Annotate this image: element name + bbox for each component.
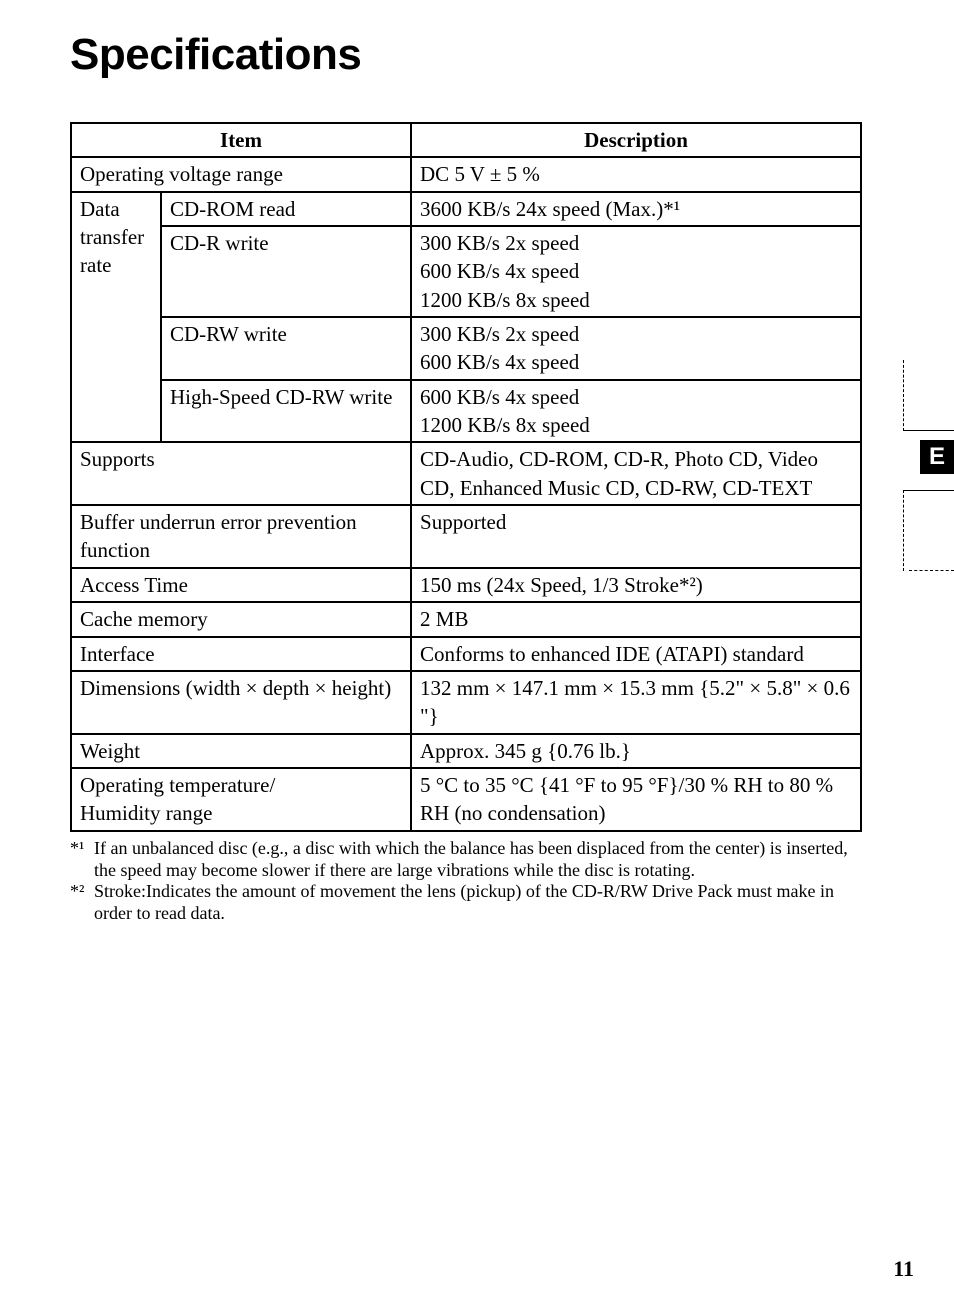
header-description: Description bbox=[411, 123, 861, 157]
table-row: Weight Approx. 345 g {0.76 lb.} bbox=[71, 734, 861, 768]
cell-item: Access Time bbox=[71, 568, 411, 602]
cell-desc: Approx. 345 g {0.76 lb.} bbox=[411, 734, 861, 768]
table-row: CD-RW write 300 KB/s 2x speed600 KB/s 4x… bbox=[71, 317, 861, 380]
cell-item: CD-RW write bbox=[161, 317, 411, 380]
table-row: Operating voltage range DC 5 V ± 5 % bbox=[71, 157, 861, 191]
cell-item: Buffer underrun error prevention functio… bbox=[71, 505, 411, 568]
page: Specifications Item Description Operatin… bbox=[0, 0, 954, 1302]
side-tab-bracket-top bbox=[903, 360, 954, 431]
cell-desc: 300 KB/s 2x speed600 KB/s 4x speed1200 K… bbox=[411, 226, 861, 317]
cell-desc: 600 KB/s 4x speed1200 KB/s 8x speed bbox=[411, 380, 861, 443]
table-row: Access Time 150 ms (24x Speed, 1/3 Strok… bbox=[71, 568, 861, 602]
table-header-row: Item Description bbox=[71, 123, 861, 157]
footnote-marker: *¹ bbox=[70, 838, 94, 882]
table-row: Data transfer rate CD-ROM read 3600 KB/s… bbox=[71, 192, 861, 226]
specifications-table: Item Description Operating voltage range… bbox=[70, 122, 862, 832]
table-row: Supports CD-Audio, CD-ROM, CD-R, Photo C… bbox=[71, 442, 861, 505]
cell-item: CD-R write bbox=[161, 226, 411, 317]
cell-item: High-Speed CD-RW write bbox=[161, 380, 411, 443]
footnote-1: *¹ If an unbalanced disc (e.g., a disc w… bbox=[70, 838, 860, 882]
header-item: Item bbox=[71, 123, 411, 157]
footnotes: *¹ If an unbalanced disc (e.g., a disc w… bbox=[70, 838, 860, 926]
table-row: Interface Conforms to enhanced IDE (ATAP… bbox=[71, 637, 861, 671]
table-row: High-Speed CD-RW write 600 KB/s 4x speed… bbox=[71, 380, 861, 443]
cell-desc: 150 ms (24x Speed, 1/3 Stroke*²) bbox=[411, 568, 861, 602]
side-tab-bracket-bottom bbox=[903, 490, 954, 571]
cell-desc: CD-Audio, CD-ROM, CD-R, Photo CD, Video … bbox=[411, 442, 861, 505]
cell-item: Dimensions (width × depth × height) bbox=[71, 671, 411, 734]
page-number: 11 bbox=[893, 1256, 914, 1282]
footnote-2: *² Stroke:Indicates the amount of moveme… bbox=[70, 881, 860, 925]
footnote-marker: *² bbox=[70, 881, 94, 925]
cell-desc: DC 5 V ± 5 % bbox=[411, 157, 861, 191]
footnote-text: Stroke:Indicates the amount of movement … bbox=[94, 881, 860, 925]
page-title: Specifications bbox=[70, 30, 894, 80]
cell-item: Operating temperature/Humidity range bbox=[71, 768, 411, 831]
cell-item: Weight bbox=[71, 734, 411, 768]
table-row: Cache memory 2 MB bbox=[71, 602, 861, 636]
table-row: Operating temperature/Humidity range 5 °… bbox=[71, 768, 861, 831]
side-tab-bracket-bottom2 bbox=[909, 570, 954, 571]
cell-desc: 132 mm × 147.1 mm × 15.3 mm {5.2" × 5.8"… bbox=[411, 671, 861, 734]
cell-item: CD-ROM read bbox=[161, 192, 411, 226]
cell-dtr-label: Data transfer rate bbox=[71, 192, 161, 443]
table-row: CD-R write 300 KB/s 2x speed600 KB/s 4x … bbox=[71, 226, 861, 317]
section-tab: E bbox=[920, 440, 954, 474]
cell-item: Cache memory bbox=[71, 602, 411, 636]
cell-desc: 2 MB bbox=[411, 602, 861, 636]
cell-desc: Conforms to enhanced IDE (ATAPI) standar… bbox=[411, 637, 861, 671]
cell-item: Operating voltage range bbox=[71, 157, 411, 191]
cell-item: Interface bbox=[71, 637, 411, 671]
cell-item: Supports bbox=[71, 442, 411, 505]
cell-desc: 300 KB/s 2x speed600 KB/s 4x speed bbox=[411, 317, 861, 380]
cell-desc: 3600 KB/s 24x speed (Max.)*¹ bbox=[411, 192, 861, 226]
cell-desc: 5 °C to 35 °C {41 °F to 95 °F}/30 % RH t… bbox=[411, 768, 861, 831]
table-row: Buffer underrun error prevention functio… bbox=[71, 505, 861, 568]
cell-desc: Supported bbox=[411, 505, 861, 568]
footnote-text: If an unbalanced disc (e.g., a disc with… bbox=[94, 838, 860, 882]
table-row: Dimensions (width × depth × height) 132 … bbox=[71, 671, 861, 734]
